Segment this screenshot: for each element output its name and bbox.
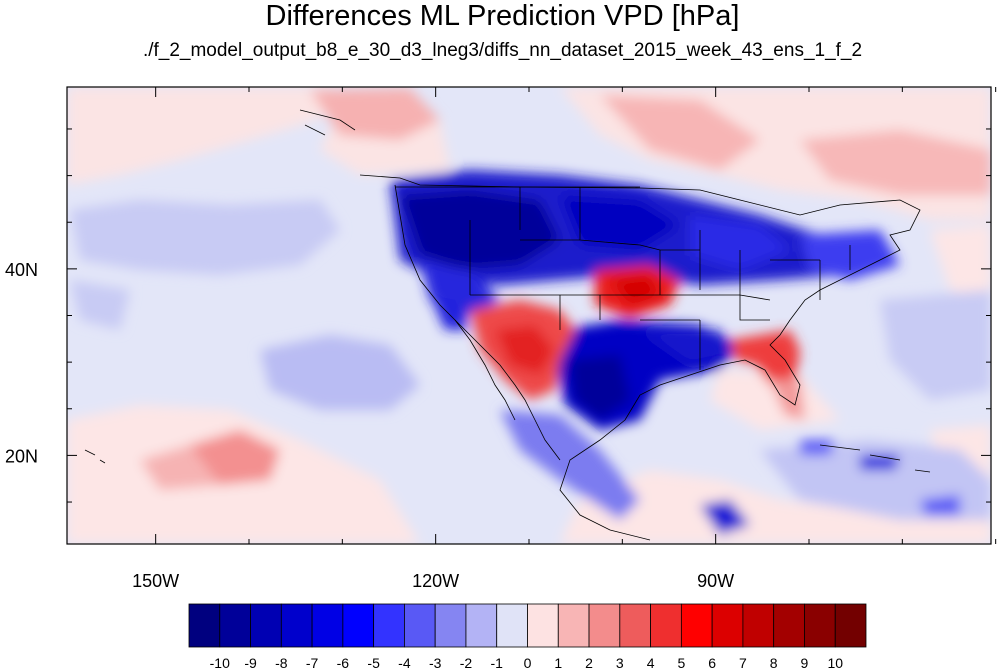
colorbar-swatch [619,603,651,648]
map-title: Differences ML Prediction VPD [hPa] [265,0,740,32]
colorbar-label: -8 [275,655,288,671]
colorbar-label: 5 [677,655,685,671]
colorbar-swatch [527,603,559,648]
colorbar-swatch [588,603,621,648]
colorbar-label: -6 [337,655,350,671]
colorbar-swatch [496,603,528,648]
colorbar [188,603,867,648]
colorbar-label: -4 [398,655,411,671]
colorbar-swatch [404,603,436,648]
colorbar-swatch [804,603,836,648]
colorbar-swatch [280,603,313,648]
colorbar-label: 1 [554,655,562,671]
colorbar-swatch [711,603,744,648]
colorbar-swatch [680,603,713,648]
colorbar-label: -10 [210,655,230,671]
colorbar-label: 6 [708,655,716,671]
colorbar-swatch [465,603,498,648]
colorbar-swatch [373,603,405,648]
contour-blobs [67,87,991,544]
colorbar-swatch [557,603,590,648]
colorbar-swatch [650,603,682,648]
lat-tick-label: 40N [5,260,38,280]
colorbar-label: 9 [801,655,809,671]
colorbar-swatch [434,603,467,648]
colorbar-label: 0 [524,655,532,671]
colorbar-label: 7 [739,655,747,671]
colorbar-label: 3 [616,655,624,671]
colorbar-label: 10 [827,655,843,671]
coastlines [84,109,931,541]
colorbar-label: -9 [244,655,257,671]
map-subtitle: ./f_2_model_output_b8_e_30_d3_lneg3/diff… [142,40,863,61]
colorbar-label: -7 [306,655,319,671]
colorbar-swatch [311,603,344,648]
colorbar-label: -3 [429,655,442,671]
axis-ticks [67,87,997,544]
colorbar-label: 4 [647,655,655,671]
colorbar-swatch [219,603,251,648]
contour-field [67,87,991,544]
colorbar-label: -5 [367,655,380,671]
colorbar-label: 8 [770,655,778,671]
colorbar-labels: -10 -9 -8 -7 -6 -5 -4 -3 -2 -1 0 1 2 3 4 5 6 7 8 9 10 [210,655,844,671]
colorbar-label: 2 [585,655,593,671]
colorbar-swatch [188,603,221,648]
colorbar-swatch [742,603,775,648]
colorbar-swatch [773,603,805,648]
colorbar-swatch [834,603,867,648]
lat-tick-label: 20N [5,446,38,466]
colorbar-label: -2 [460,655,473,671]
colorbar-swatch [250,603,282,648]
lon-tick-label: 150W [132,571,179,591]
colorbar-swatch [342,603,375,648]
colorbar-label: -1 [491,655,504,671]
lon-tick-label: 90W [697,571,734,591]
lon-tick-label: 120W [412,571,459,591]
axis-tick-labels: 150W 120W 90W 40N 20N [5,260,734,591]
